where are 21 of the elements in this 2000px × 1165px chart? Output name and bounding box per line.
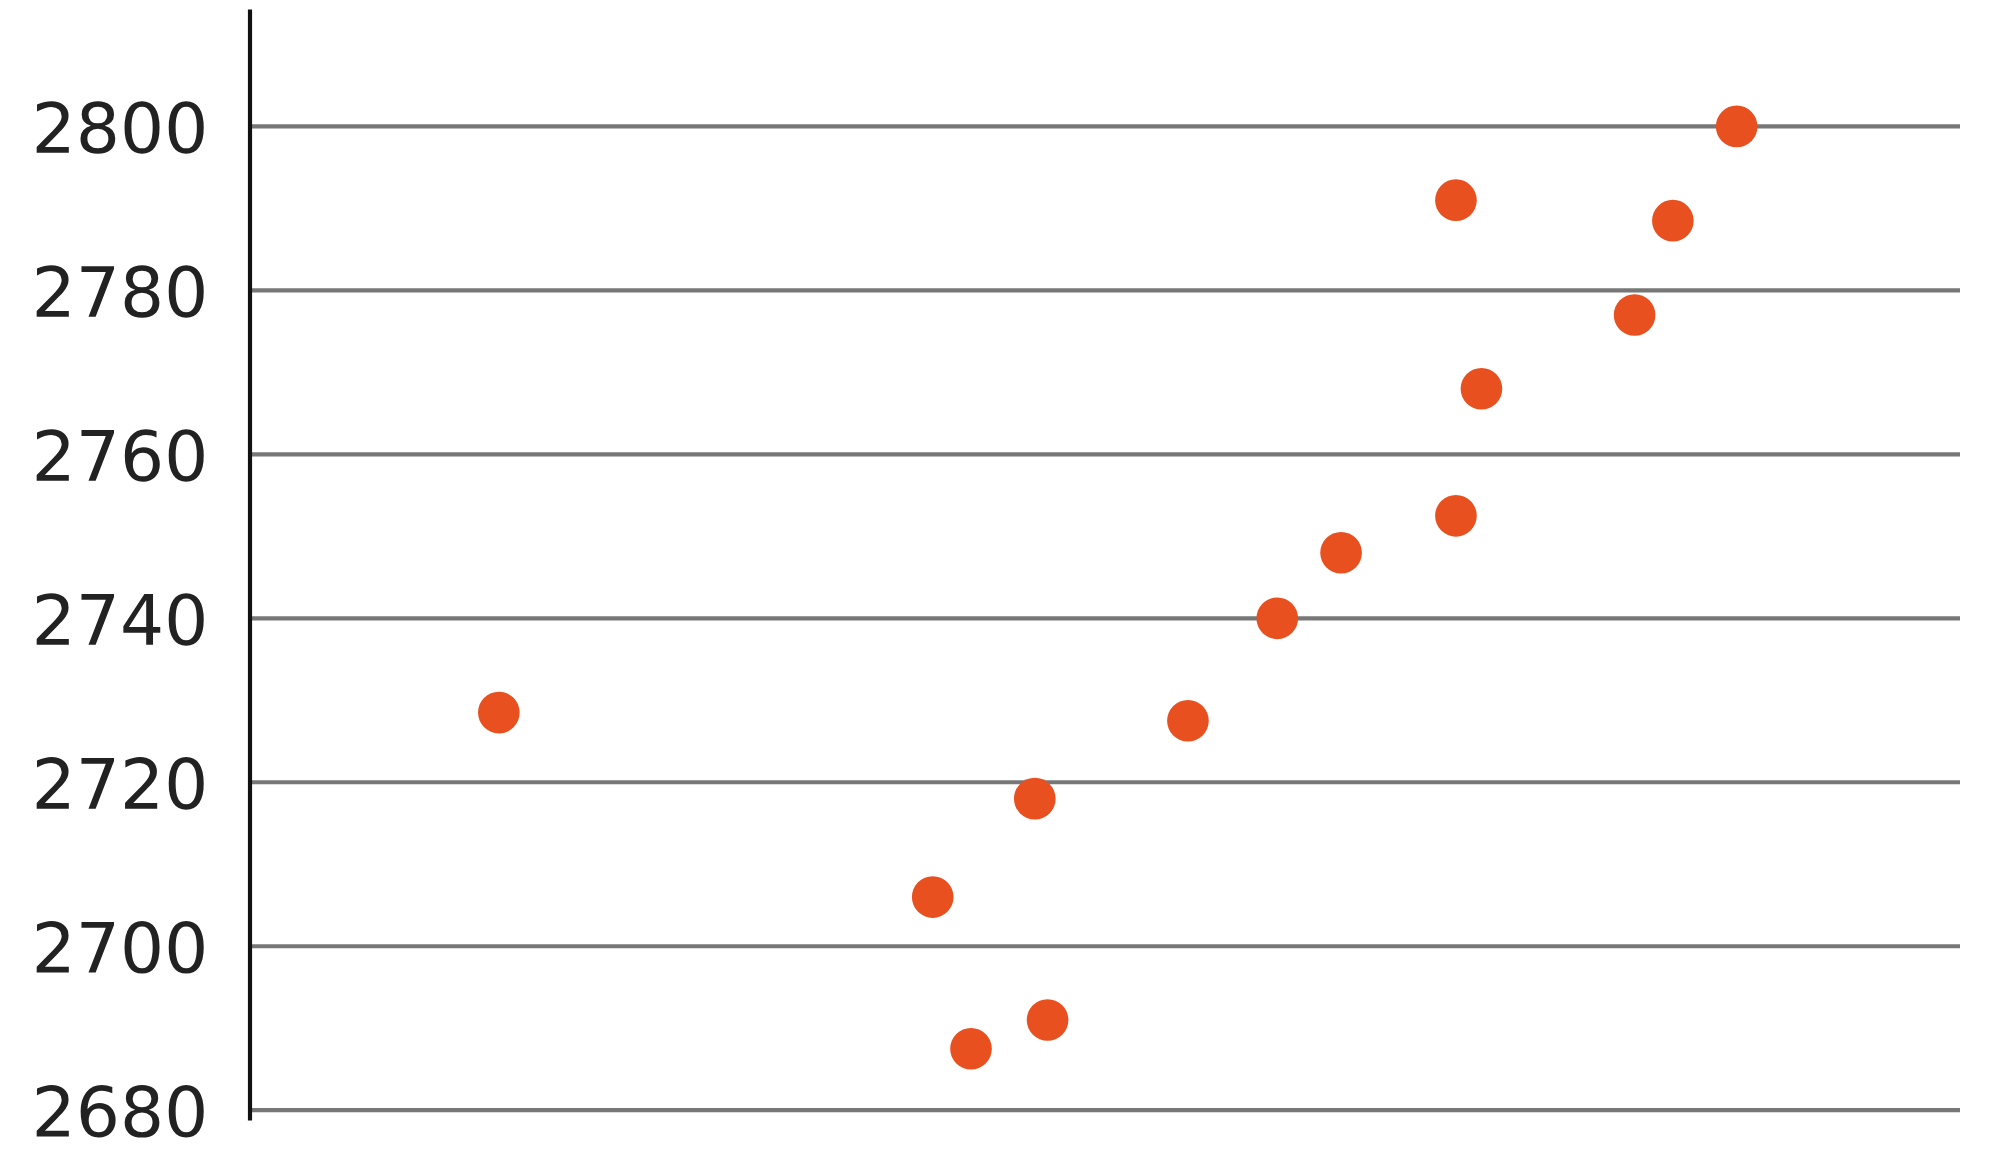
point [1167,699,1209,742]
point [1715,105,1758,148]
point [1435,495,1477,537]
y-tick-label: 2680 [36,1085,204,1138]
point [1013,777,1056,820]
point [950,1027,992,1070]
y-tick-label: 2800 [36,101,204,154]
y-tick-label: 2740 [36,593,204,646]
y-tick-label: 2720 [36,757,204,810]
point [1435,179,1477,222]
point [911,876,954,918]
point [1652,199,1694,242]
point [1613,294,1656,336]
y-tick-label: 2780 [36,265,204,318]
point [478,691,520,734]
y-tick-label: 2760 [36,429,204,482]
point [1256,597,1299,640]
y-tick-label: 2700 [36,921,204,974]
point [1320,531,1362,574]
point [1460,367,1503,410]
point [1026,999,1069,1041]
